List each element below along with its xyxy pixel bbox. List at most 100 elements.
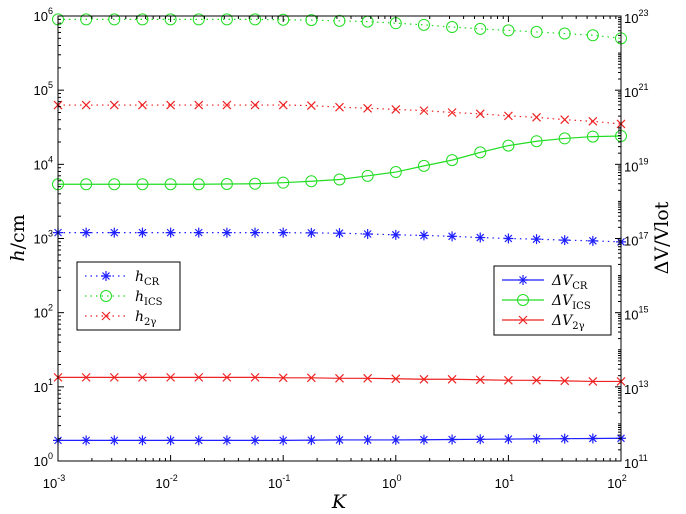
data-point — [249, 13, 262, 26]
data-point — [164, 13, 177, 26]
x-marker — [588, 116, 598, 126]
circle-marker — [108, 178, 121, 191]
data-point — [363, 373, 373, 383]
legend-label: hCR — [135, 269, 160, 288]
asterisk-marker — [390, 434, 401, 445]
data-point — [334, 228, 345, 239]
x-marker — [335, 102, 344, 112]
data-point — [559, 433, 570, 444]
circle-marker — [446, 154, 459, 167]
data-point — [193, 227, 204, 238]
data-point — [417, 159, 430, 172]
legend-label: ΔVCR — [551, 273, 588, 292]
data-point — [194, 100, 204, 110]
data-point — [221, 227, 232, 238]
data-point — [250, 227, 261, 238]
data-point — [447, 108, 457, 117]
data-point — [136, 178, 149, 191]
data-point — [306, 227, 317, 238]
data-point — [503, 375, 513, 385]
legend-item: ΔVCR — [502, 273, 588, 292]
y-tick-label: 103 — [34, 229, 53, 247]
circle-marker — [164, 178, 177, 191]
circle-marker — [192, 13, 205, 26]
asterisk-marker — [101, 271, 111, 281]
legend-label: ΔV2γ — [551, 313, 585, 332]
asterisk-marker — [306, 227, 317, 238]
asterisk-marker — [531, 234, 542, 245]
circle-marker — [192, 178, 205, 191]
asterisk-marker — [587, 235, 598, 246]
asterisk-marker — [447, 231, 458, 242]
y-axis-label: h/cm — [7, 214, 29, 261]
data-point — [475, 434, 486, 445]
circle-marker — [305, 175, 318, 188]
circle-marker — [474, 22, 487, 35]
legend-label: h2γ — [135, 309, 156, 328]
data-point — [333, 173, 346, 186]
x-marker — [560, 115, 570, 125]
x-marker — [419, 374, 429, 384]
data-point — [390, 434, 401, 445]
x-marker — [306, 101, 316, 110]
data-point — [417, 18, 430, 31]
data-point — [362, 228, 373, 239]
x-tick-label: 100 — [382, 473, 401, 491]
y-tick-label: 101 — [34, 377, 53, 395]
data-point — [164, 178, 177, 191]
data-point — [193, 435, 204, 446]
data-point — [250, 100, 260, 110]
circle-marker — [305, 14, 318, 27]
asterisk-marker — [137, 435, 148, 446]
asterisk-marker — [250, 435, 261, 446]
data-point — [192, 178, 205, 191]
data-point — [220, 177, 233, 190]
y-right-tick-label: 1015 — [624, 305, 648, 323]
circle-marker — [586, 130, 599, 143]
x-tick-label: 10-2 — [155, 473, 177, 491]
y-right-tick-label: 1023 — [624, 8, 648, 26]
data-point — [588, 376, 598, 386]
data-point — [558, 132, 571, 145]
data-point — [277, 13, 290, 26]
asterisk-marker — [221, 227, 232, 238]
data-point — [250, 372, 260, 382]
data-point — [109, 100, 119, 110]
data-point — [502, 139, 515, 152]
axis-ticks: 10-3 10-2 10-1 100 101 102 100 101 102 103 104 105 1… — [34, 6, 649, 491]
legend-marker — [517, 294, 529, 306]
legend-item: ΔV2γ — [502, 313, 585, 332]
x-marker — [475, 375, 485, 385]
data-point — [220, 13, 233, 26]
circle-marker — [80, 178, 93, 191]
asterisk-marker — [559, 433, 570, 444]
asterisk-marker — [109, 435, 120, 446]
data-point — [80, 178, 93, 191]
circle-marker — [136, 13, 149, 26]
circle-marker — [80, 13, 93, 26]
data-point — [138, 100, 147, 110]
x-marker — [109, 372, 119, 382]
data-point — [80, 13, 93, 26]
data-point — [306, 101, 316, 110]
y-right-axis-label: ΔV/Vlot — [651, 201, 673, 274]
data-point — [166, 100, 176, 110]
data-point — [305, 14, 318, 27]
asterisk-marker — [334, 434, 345, 445]
series-4 — [52, 130, 627, 191]
data-point — [587, 433, 598, 444]
x-marker — [250, 372, 260, 382]
circle-marker — [530, 135, 543, 148]
asterisk-marker — [278, 227, 289, 238]
series-1 — [52, 13, 627, 45]
asterisk-marker — [193, 435, 204, 446]
data-point — [335, 102, 344, 112]
x-tick-label: 102 — [607, 473, 626, 491]
x-marker — [447, 108, 457, 117]
data-point — [222, 100, 232, 110]
data-point — [194, 372, 204, 382]
circle-marker — [446, 21, 459, 34]
data-point — [278, 100, 288, 110]
